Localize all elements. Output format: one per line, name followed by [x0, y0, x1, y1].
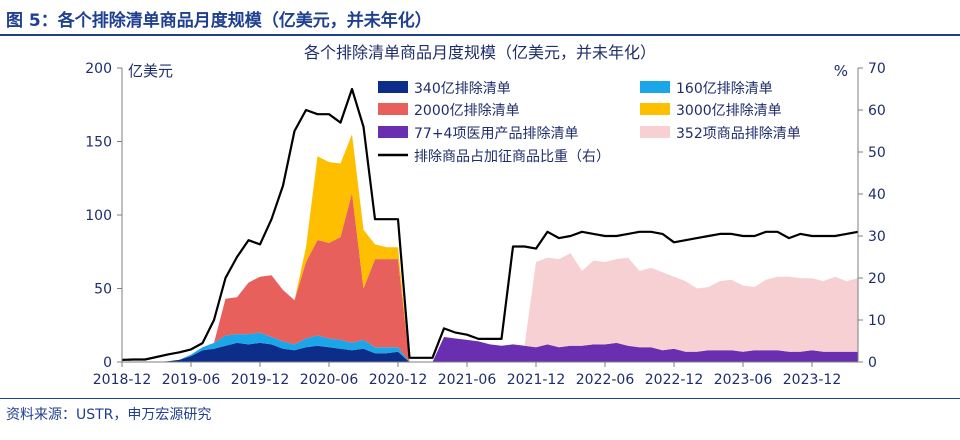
line-series-group: [121, 87, 859, 361]
x-tick-label: 2021-06: [438, 372, 497, 388]
area-series-6: [122, 134, 858, 362]
legend-swatch-3: [378, 103, 408, 115]
bottom-divider: [0, 398, 960, 399]
legend-swatch-6: [640, 126, 670, 138]
source-note: 资料来源：USTR，申万宏源研究: [6, 407, 212, 423]
x-tick-label: 2023-06: [714, 372, 773, 388]
y-right-tick-label: 30: [868, 229, 886, 245]
legend: 340亿排除清单 160亿排除清单 2000亿排除清单 3000亿排除清单 77+4项医…: [378, 81, 801, 165]
x-tick-label: 2019-06: [162, 372, 221, 388]
y-right-tick-label: 40: [868, 187, 886, 203]
y-right-unit-label: %: [834, 62, 848, 80]
legend-label-5: 77+4项医用产品排除清单: [414, 126, 578, 142]
y-right-tick-label: 50: [868, 145, 886, 161]
x-tick-label: 2022-06: [576, 372, 635, 388]
line-series-share: [121, 87, 859, 361]
legend-label-6: 352项商品排除清单: [676, 126, 801, 142]
x-tick-label: 2022-12: [645, 372, 704, 388]
y-right-tick-label: 70: [868, 61, 886, 77]
legend-label-2: 160亿排除清单: [676, 81, 773, 97]
y-left-tick-label: 50: [94, 282, 112, 298]
legend-swatch-1: [378, 81, 408, 93]
y-left-tick-label: 200: [85, 61, 112, 77]
x-tick-label: 2021-12: [507, 372, 566, 388]
y-left-tick-label: 100: [85, 208, 112, 224]
figure-header: 图 5：各个排除清单商品月度规模（亿美元，并未年化）: [0, 0, 960, 36]
legend-label-1: 340亿排除清单: [414, 81, 511, 97]
legend-swatch-2: [640, 81, 670, 93]
area-series-group: [122, 134, 858, 362]
x-tick-label: 2019-12: [231, 372, 290, 388]
chart-container: 各个排除清单商品月度规模（亿美元，并未年化） 0 50 100 150 200 0 10 20…: [0, 36, 960, 400]
y-left-tick-label: 150: [85, 135, 112, 151]
area-series-2: [122, 332, 858, 362]
y-right-tick-label: 60: [868, 103, 886, 119]
x-tick-label: 2023-12: [783, 372, 842, 388]
legend-swatch-4: [640, 103, 670, 115]
y-right-tick-label: 0: [868, 355, 877, 371]
y-left-tick-label: 0: [103, 355, 112, 371]
axes-group: 0 50 100 150 200 0 10 20 30 40 50 60 70 亿美元 % 2018-12 20…: [85, 61, 886, 388]
area-series-1: [122, 342, 858, 362]
legend-label-7: 排除商品占加征商品比重（右）: [414, 149, 610, 165]
y-right-tick-label: 10: [868, 313, 886, 329]
x-tick-label: 2018-12: [93, 372, 152, 388]
legend-swatch-5: [378, 126, 408, 138]
y-right-tick-label: 20: [868, 271, 886, 287]
area-series-3: [122, 193, 858, 362]
figure-title: 图 5：各个排除清单商品月度规模（亿美元，并未年化）: [6, 11, 432, 31]
x-tick-label: 2020-06: [300, 372, 359, 388]
x-tick-label: 2020-12: [369, 372, 428, 388]
chart-svg: 各个排除清单商品月度规模（亿美元，并未年化） 0 50 100 150 200 0 10 20…: [85, 43, 886, 388]
chart-title: 各个排除清单商品月度规模（亿美元，并未年化）: [304, 43, 656, 62]
y-left-unit-label: 亿美元: [128, 62, 173, 80]
legend-label-3: 2000亿排除清单: [414, 103, 520, 119]
legend-label-4: 3000亿排除清单: [676, 103, 782, 119]
